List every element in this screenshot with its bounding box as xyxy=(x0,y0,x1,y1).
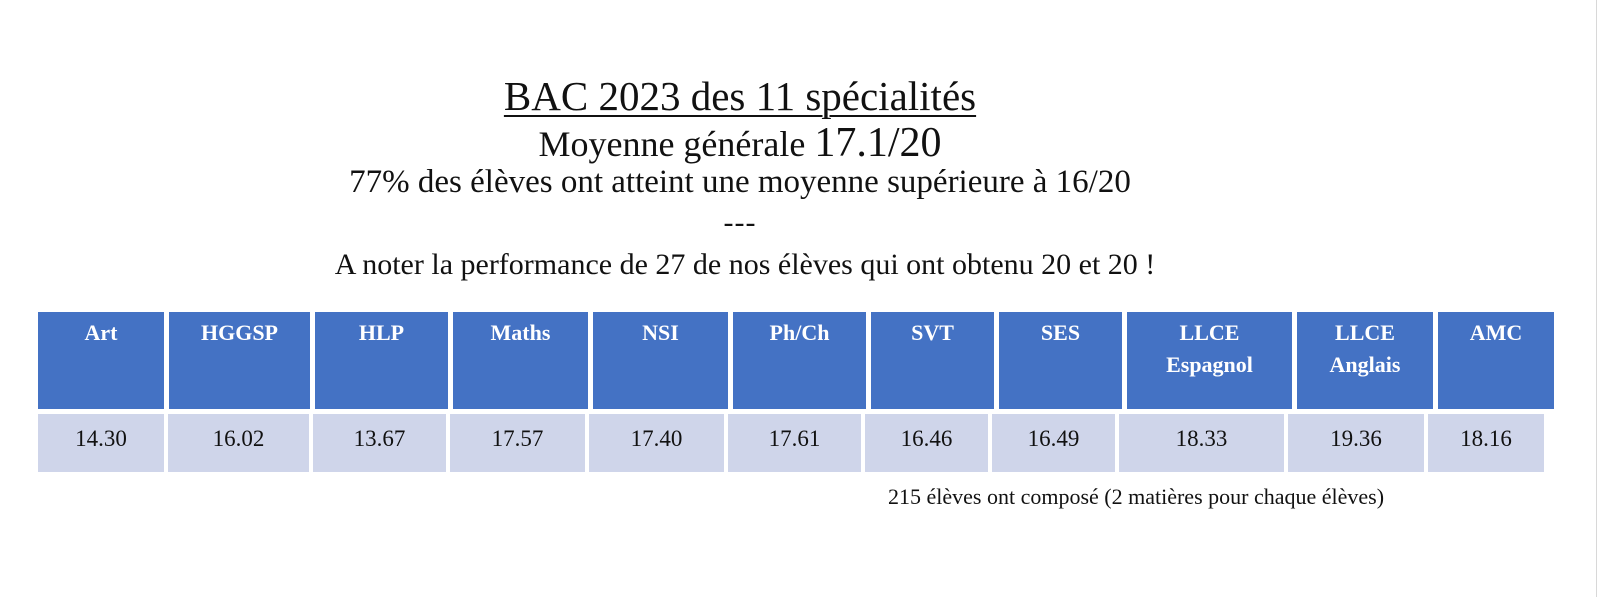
value-cell-hggsp: 16.02 xyxy=(168,414,309,472)
header-cell-hlp: HLP xyxy=(315,312,448,409)
header-label: SVT xyxy=(911,320,954,345)
value-cell-ses: 16.49 xyxy=(992,414,1115,472)
performance-note: A noter la performance de 27 de nos élèv… xyxy=(334,248,1156,281)
header-label: AMC xyxy=(1469,320,1523,345)
header-label: HGGSP xyxy=(200,320,278,345)
header-cell-llce-anglais: LLCE Anglais xyxy=(1297,312,1433,409)
page-edge-divider xyxy=(1596,0,1597,597)
percentage-statement: 77% des élèves ont atteint une moyenne s… xyxy=(349,164,1131,200)
header-label: Ph/Ch xyxy=(769,320,830,345)
value-cell-svt: 16.46 xyxy=(865,414,988,472)
table-row: 14.30 16.02 13.67 17.57 17.40 17.61 16.4… xyxy=(38,414,1556,472)
value-cell-nsi: 17.40 xyxy=(589,414,724,472)
header-label: LLCE xyxy=(1335,320,1395,345)
value-cell-maths: 17.57 xyxy=(450,414,585,472)
header-cell-ses: SES xyxy=(999,312,1122,409)
average-label: Moyenne générale xyxy=(538,124,815,164)
header-cell-llce-espagnol: LLCE Espagnol xyxy=(1127,312,1292,409)
average-value: 17.1/20 xyxy=(814,120,942,166)
separator: --- xyxy=(723,206,757,239)
header-label: SES xyxy=(1040,320,1081,345)
header-label-line2: Anglais xyxy=(1329,352,1401,377)
value-cell-llce-espagnol: 18.33 xyxy=(1119,414,1284,472)
header-cell-maths: Maths xyxy=(453,312,588,409)
value-cell-ph-ch: 17.61 xyxy=(728,414,861,472)
header-label: NSI xyxy=(642,320,679,345)
header-cell-svt: SVT xyxy=(871,312,994,409)
header-cell-art: Art xyxy=(38,312,164,409)
value-cell-art: 14.30 xyxy=(38,414,164,472)
average-summary: Moyenne générale 17.1/20 xyxy=(0,122,1480,164)
table-header-row: Art HGGSP HLP Maths NSI Ph/Ch SVT SES LL… xyxy=(38,312,1556,409)
header-label: Maths xyxy=(490,320,551,345)
value-cell-amc: 18.16 xyxy=(1428,414,1544,472)
header-cell-hggsp: HGGSP xyxy=(169,312,310,409)
page-title: BAC 2023 des 11 spécialités xyxy=(503,73,977,119)
value-cell-llce-anglais: 19.36 xyxy=(1288,414,1424,472)
value-cell-hlp: 13.67 xyxy=(313,414,446,472)
header-cell-nsi: NSI xyxy=(593,312,728,409)
header-label: Art xyxy=(84,320,118,345)
header-cell-ph-ch: Ph/Ch xyxy=(733,312,866,409)
header-label: LLCE xyxy=(1179,320,1240,345)
header-label: HLP xyxy=(358,320,405,345)
results-table: Art HGGSP HLP Maths NSI Ph/Ch SVT SES LL… xyxy=(38,312,1556,472)
header-label-line2: Espagnol xyxy=(1166,352,1253,377)
students-count-note: 215 élèves ont composé (2 matières pour … xyxy=(888,484,1385,509)
header-cell-amc: AMC xyxy=(1438,312,1554,409)
